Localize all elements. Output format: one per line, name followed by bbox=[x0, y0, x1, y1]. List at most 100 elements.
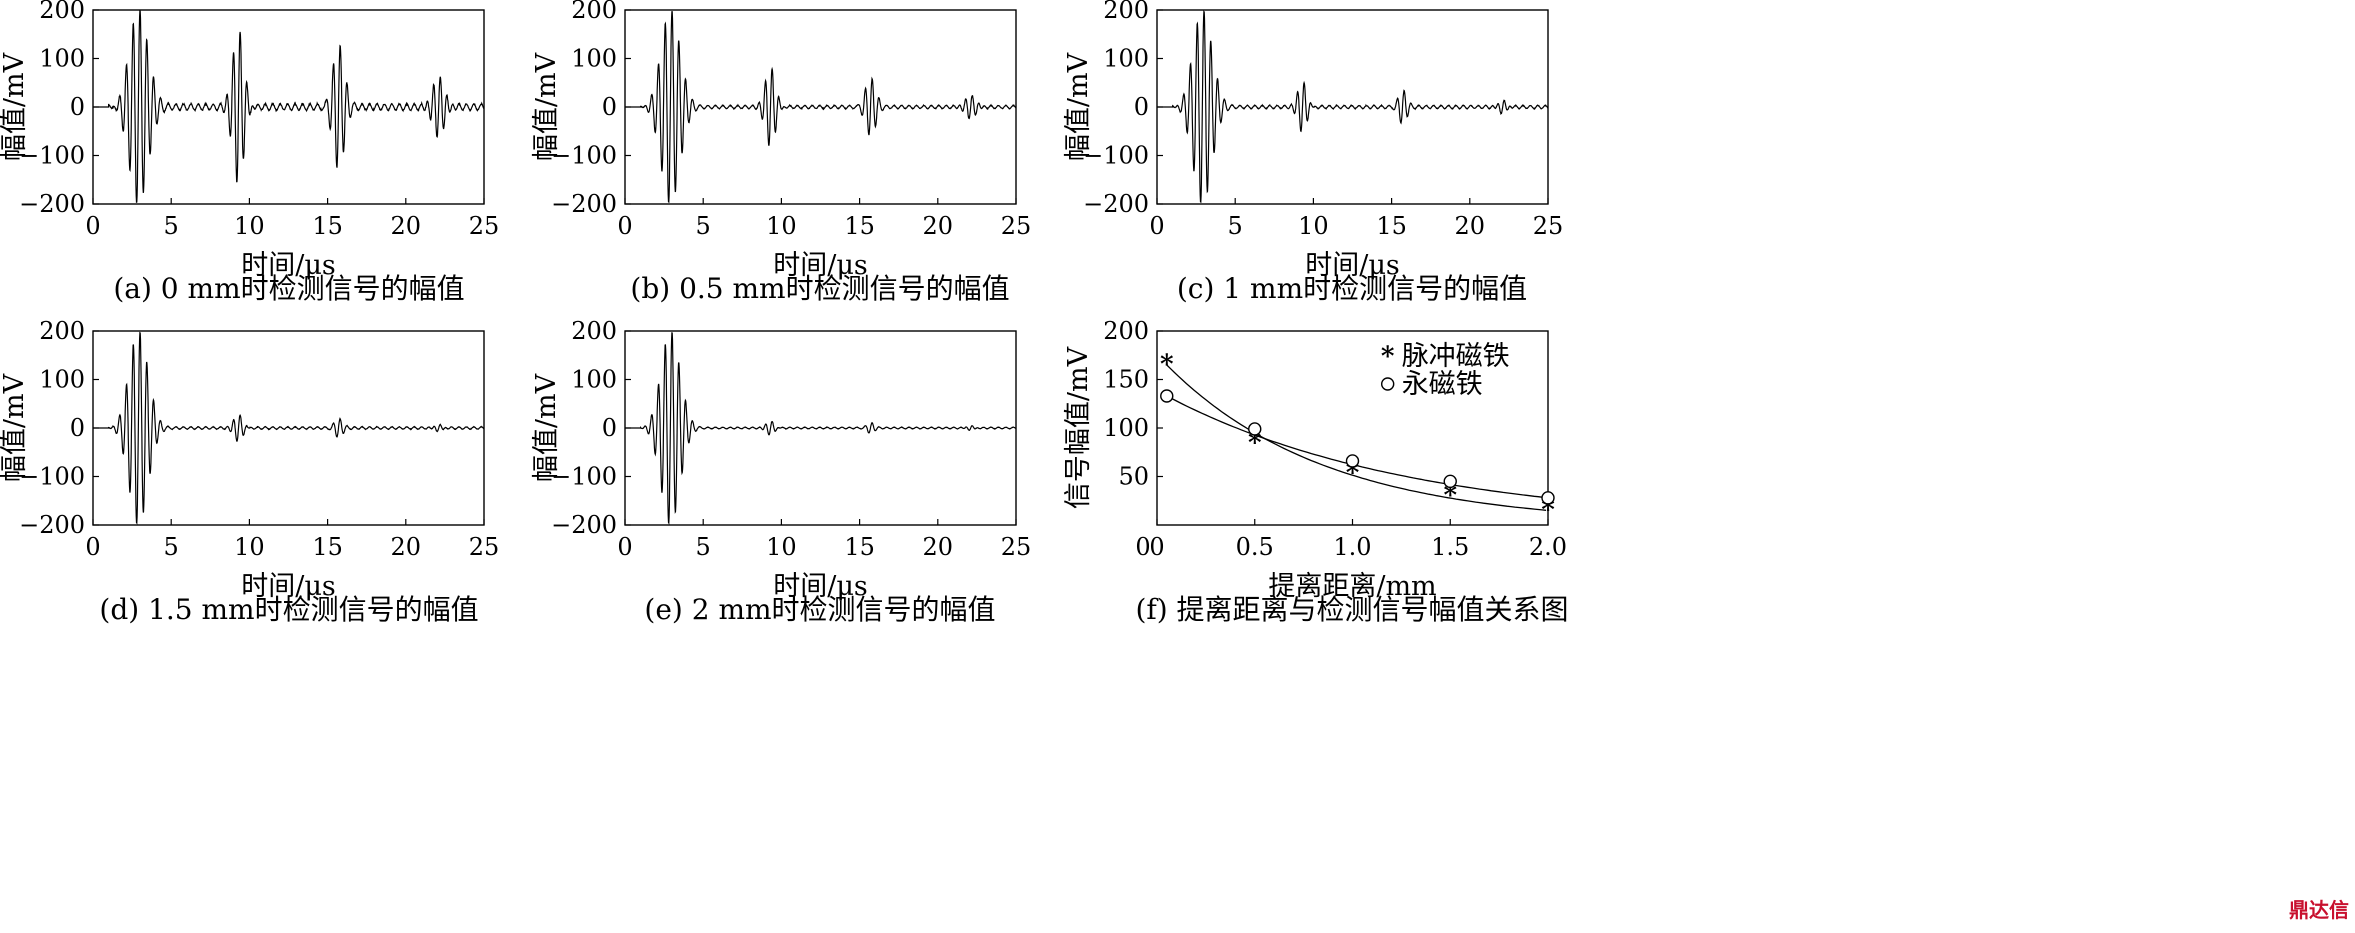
signal-line bbox=[93, 331, 485, 525]
y-tick-label: 0 bbox=[70, 93, 85, 121]
x-tick-label: 5 bbox=[696, 212, 711, 240]
y-tick-label: −100 bbox=[1083, 142, 1149, 170]
x-tick-label: 0 bbox=[1149, 212, 1164, 240]
x-tick-label: 5 bbox=[696, 533, 711, 561]
signal-line bbox=[625, 11, 1017, 204]
chart-caption: (a) 0 mm时检测信号的幅值 bbox=[113, 272, 464, 305]
data-point-circle bbox=[1345, 454, 1360, 468]
chart-caption: (f) 提离距离与检测信号幅值关系图 bbox=[1135, 593, 1568, 626]
x-tick-label: 15 bbox=[1376, 212, 1407, 240]
x-tick-label: 25 bbox=[1001, 533, 1032, 561]
x-axis-label: 时间/μs bbox=[773, 571, 868, 602]
x-axis-label: 时间/μs bbox=[773, 250, 868, 281]
chart-caption: (c) 1 mm时检测信号的幅值 bbox=[1177, 272, 1527, 305]
y-tick-label: 200 bbox=[1103, 0, 1149, 24]
y-tick-label: 0 bbox=[602, 414, 617, 442]
chart-panel-f: 0 0.5 1.0 1.5 2.0 50 100 150 200 0 提离距离/mm 信号幅值/mV (… bbox=[1063, 317, 1569, 626]
y-tick-label: 100 bbox=[39, 45, 85, 73]
y-tick-label: 200 bbox=[39, 317, 85, 345]
chart-panel-b: 0 5 10 15 20 25 −200 −100 0 100 200 时间/μs 幅值/mV (b) 0… bbox=[531, 0, 1031, 305]
data-point-circle bbox=[1541, 491, 1555, 505]
x-tick-label: 20 bbox=[391, 212, 422, 240]
y-tick-label: −100 bbox=[19, 463, 85, 491]
x-tick-label: 10 bbox=[1298, 212, 1329, 240]
chart-panel-d: 0 5 10 15 20 25 −200 −100 0 100 200 时间/μs 幅值/mV (d) 1… bbox=[0, 317, 499, 626]
x-tick-label: 5 bbox=[164, 533, 179, 561]
x-tick-label: 0 bbox=[617, 212, 632, 240]
x-tick-label: 20 bbox=[923, 212, 954, 240]
legend-marker-star: * bbox=[1381, 342, 1395, 372]
x-axis-label: 时间/μs bbox=[241, 250, 336, 281]
y-axis-label: 幅值/mV bbox=[531, 52, 562, 161]
x-tick-label: 15 bbox=[312, 212, 343, 240]
x-tick-label: 15 bbox=[312, 533, 343, 561]
x-tick-label: 2.0 bbox=[1529, 533, 1567, 561]
signal-line bbox=[625, 332, 1017, 526]
chart-panel-e: 0 5 10 15 20 25 −200 −100 0 100 200 时间/μs 幅值/mV (e) 2… bbox=[531, 317, 1031, 626]
y-axis-label: 幅值/mV bbox=[1063, 52, 1094, 161]
y-tick-label: 150 bbox=[1103, 366, 1149, 394]
x-axis-label: 提离距离/mm bbox=[1268, 571, 1436, 602]
x-tick-label: 20 bbox=[923, 533, 954, 561]
x-axis-label: 时间/μs bbox=[1305, 250, 1400, 281]
x-tick-label: 0 bbox=[85, 533, 100, 561]
chart-caption: (d) 1.5 mm时检测信号的幅值 bbox=[99, 593, 478, 626]
y-tick-label: 200 bbox=[571, 317, 617, 345]
chart-panel-c: 0 5 10 15 20 25 −200 −100 0 100 200 时间/μs 幅值/mV (c) 1… bbox=[1063, 0, 1563, 305]
legend-label: 脉冲磁铁 bbox=[1402, 341, 1510, 372]
fit-curve-0 bbox=[1166, 364, 1547, 511]
y-tick-label: −200 bbox=[19, 190, 85, 218]
x-axis-label: 时间/μs bbox=[241, 571, 336, 602]
y-tick-label: −100 bbox=[551, 142, 617, 170]
x-tick-label: 1.0 bbox=[1333, 533, 1371, 561]
x-tick-label: 25 bbox=[469, 533, 500, 561]
y-axis-label: 幅值/mV bbox=[531, 373, 562, 482]
signal-line bbox=[93, 10, 485, 204]
x-tick-label: 0 bbox=[617, 533, 632, 561]
y-axis-label: 信号幅值/mV bbox=[1063, 346, 1094, 509]
y-tick-label: −200 bbox=[1083, 190, 1149, 218]
y-tick-label: 0 bbox=[1134, 93, 1149, 121]
chart-panel-a: 0 5 10 15 20 25 −200 −100 0 100 200 时间/μs 幅值/mV (a) 0… bbox=[0, 0, 499, 305]
y-axis-label: 幅值/mV bbox=[0, 373, 30, 482]
x-tick-label: 25 bbox=[469, 212, 500, 240]
y-tick-label: −100 bbox=[19, 142, 85, 170]
y-tick-label: 50 bbox=[1118, 463, 1149, 491]
x-tick-label: 20 bbox=[1455, 212, 1486, 240]
x-tick-label: 10 bbox=[766, 533, 797, 561]
x-tick-label: 0 bbox=[1135, 533, 1150, 561]
x-tick-label: 5 bbox=[1228, 212, 1243, 240]
x-tick-label: 15 bbox=[844, 533, 875, 561]
x-tick-label: 0 bbox=[85, 212, 100, 240]
y-tick-label: −200 bbox=[551, 511, 617, 539]
chart-caption: (e) 2 mm时检测信号的幅值 bbox=[644, 593, 995, 626]
x-tick-label: 10 bbox=[766, 212, 797, 240]
data-point-circle bbox=[1160, 389, 1174, 403]
y-tick-label: −200 bbox=[19, 511, 85, 539]
y-tick-label: 100 bbox=[39, 366, 85, 394]
y-tick-label: −200 bbox=[551, 190, 617, 218]
y-tick-label: 200 bbox=[1103, 317, 1149, 345]
x-tick-label: 25 bbox=[1001, 212, 1032, 240]
x-tick-label: 15 bbox=[844, 212, 875, 240]
y-tick-label: 100 bbox=[1103, 45, 1149, 73]
y-axis-label: 幅值/mV bbox=[0, 52, 30, 161]
chart-caption: (b) 0.5 mm时检测信号的幅值 bbox=[630, 272, 1009, 305]
x-tick-label: 25 bbox=[1533, 212, 1564, 240]
watermark: 鼎达信 bbox=[2289, 898, 2349, 922]
y-tick-label: 100 bbox=[571, 366, 617, 394]
y-tick-label: 200 bbox=[39, 0, 85, 24]
y-tick-label: 100 bbox=[1103, 414, 1149, 442]
y-tick-label: 0 bbox=[70, 414, 85, 442]
x-tick-label: 0 bbox=[1149, 533, 1164, 561]
x-tick-label: 20 bbox=[391, 533, 422, 561]
y-tick-label: −100 bbox=[551, 463, 617, 491]
data-point-circle bbox=[1248, 422, 1262, 436]
legend-label: 永磁铁 bbox=[1402, 369, 1483, 400]
x-tick-label: 5 bbox=[164, 212, 179, 240]
data-point-star: * bbox=[1443, 481, 1457, 511]
y-tick-label: 0 bbox=[602, 93, 617, 121]
y-tick-label: 200 bbox=[571, 0, 617, 24]
